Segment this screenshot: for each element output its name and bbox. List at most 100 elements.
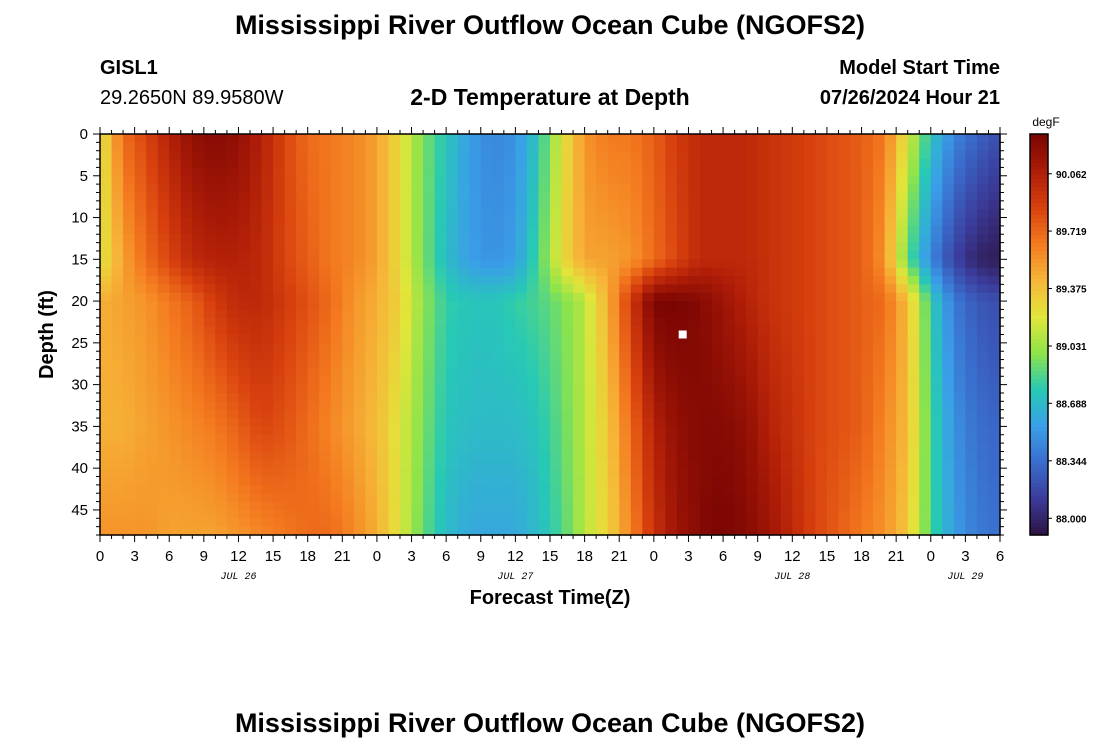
heatmap-cell <box>319 292 332 302</box>
heatmap-cell <box>261 468 274 478</box>
heatmap-cell <box>226 418 240 427</box>
heatmap-cell <box>619 401 632 411</box>
heatmap-cell <box>803 259 816 269</box>
heatmap-cell <box>873 134 886 143</box>
heatmap-cell <box>446 192 459 202</box>
heatmap-cell <box>134 443 147 453</box>
heatmap-cell <box>607 284 620 294</box>
y-tick-label: 10 <box>71 210 88 227</box>
heatmap-cell <box>457 509 470 519</box>
heatmap-cell <box>400 526 413 536</box>
heatmap-cell <box>250 409 263 419</box>
heatmap-cell <box>965 192 978 202</box>
heatmap-cell <box>169 351 182 361</box>
heatmap-cell <box>723 359 736 369</box>
heatmap-cell <box>457 484 470 494</box>
heatmap-cell <box>273 367 286 377</box>
heatmap-cell <box>792 334 805 344</box>
heatmap-cell <box>803 451 816 461</box>
heatmap-cell <box>942 292 955 302</box>
heatmap-cell <box>238 326 251 336</box>
colorbar-segment <box>1030 222 1048 227</box>
heatmap-cell <box>757 326 770 336</box>
heatmap-cell <box>561 326 574 336</box>
heatmap-cell <box>746 367 759 377</box>
heatmap-cell <box>146 159 159 169</box>
colorbar-segment <box>1030 150 1048 155</box>
heatmap-cell <box>423 509 436 519</box>
heatmap-cell <box>215 509 228 519</box>
heatmap-cell <box>515 526 528 536</box>
heatmap-cell <box>976 259 990 269</box>
heatmap-cell <box>584 301 597 311</box>
heatmap-cell <box>596 468 609 478</box>
heatmap-cell <box>342 242 355 252</box>
heatmap-cell <box>146 384 159 394</box>
heatmap-cell <box>803 142 816 152</box>
heatmap-cell <box>826 175 840 185</box>
heatmap-cell <box>723 326 736 336</box>
x-tick-label: 15 <box>542 548 559 565</box>
heatmap-cell <box>411 276 424 285</box>
heatmap-cell <box>261 409 274 419</box>
heatmap-cell <box>226 451 240 461</box>
heatmap-cell <box>850 351 863 361</box>
heatmap-cell <box>342 234 355 244</box>
colorbar-segment <box>1030 270 1048 275</box>
colorbar-segment <box>1030 170 1048 175</box>
heatmap-cell <box>284 142 297 152</box>
heatmap-cell <box>942 225 955 235</box>
heatmap-cell <box>734 401 747 411</box>
heatmap-cell <box>307 459 320 469</box>
heatmap-cell <box>400 175 413 185</box>
heatmap-cell <box>642 518 655 528</box>
heatmap-cell <box>400 476 413 486</box>
heatmap-cell <box>573 493 586 503</box>
heatmap-cell <box>434 326 447 336</box>
heatmap-cell <box>965 159 978 169</box>
heatmap-cell <box>273 301 286 311</box>
heatmap-cell <box>873 476 886 486</box>
heatmap-cell <box>111 317 124 327</box>
heatmap-cell <box>376 418 390 427</box>
heatmap-cell <box>273 150 286 160</box>
heatmap-cell <box>561 359 574 369</box>
y-tick-label: 20 <box>71 293 88 310</box>
heatmap-cell <box>584 501 597 511</box>
heatmap-cell <box>457 217 470 227</box>
heatmap-cell <box>815 501 828 511</box>
heatmap-cell <box>411 476 424 486</box>
heatmap-cell <box>388 317 401 327</box>
heatmap-cell <box>550 159 563 169</box>
heatmap-cell <box>111 434 124 444</box>
heatmap-cell <box>907 242 920 252</box>
heatmap-cell <box>769 509 782 519</box>
heatmap-cell <box>630 451 643 461</box>
heatmap-cell <box>907 167 920 177</box>
heatmap-cell <box>861 351 874 361</box>
heatmap-cell <box>515 418 528 427</box>
heatmap-cell <box>365 468 378 478</box>
heatmap-cell <box>169 426 182 436</box>
heatmap-cell <box>111 418 124 427</box>
heatmap-cell <box>711 184 724 194</box>
heatmap-cell <box>584 409 597 419</box>
heatmap-cell <box>434 159 447 169</box>
heatmap-cell <box>988 376 1001 386</box>
heatmap-cell <box>815 250 828 260</box>
heatmap-cell <box>146 167 159 177</box>
heatmap-cell <box>873 526 886 536</box>
heatmap-cell <box>319 259 332 269</box>
heatmap-cell <box>434 334 447 344</box>
heatmap-cell <box>665 409 678 419</box>
heatmap-cell <box>676 334 690 344</box>
heatmap-cell <box>365 276 378 285</box>
heatmap-cell <box>965 526 978 536</box>
heatmap-cell <box>111 276 124 285</box>
y-axis-title: Depth (ft) <box>36 290 58 379</box>
colorbar-segment <box>1030 214 1048 219</box>
heatmap-cell <box>688 468 701 478</box>
heatmap-cell <box>342 401 355 411</box>
heatmap-cell <box>423 192 436 202</box>
heatmap-cell <box>550 276 563 285</box>
